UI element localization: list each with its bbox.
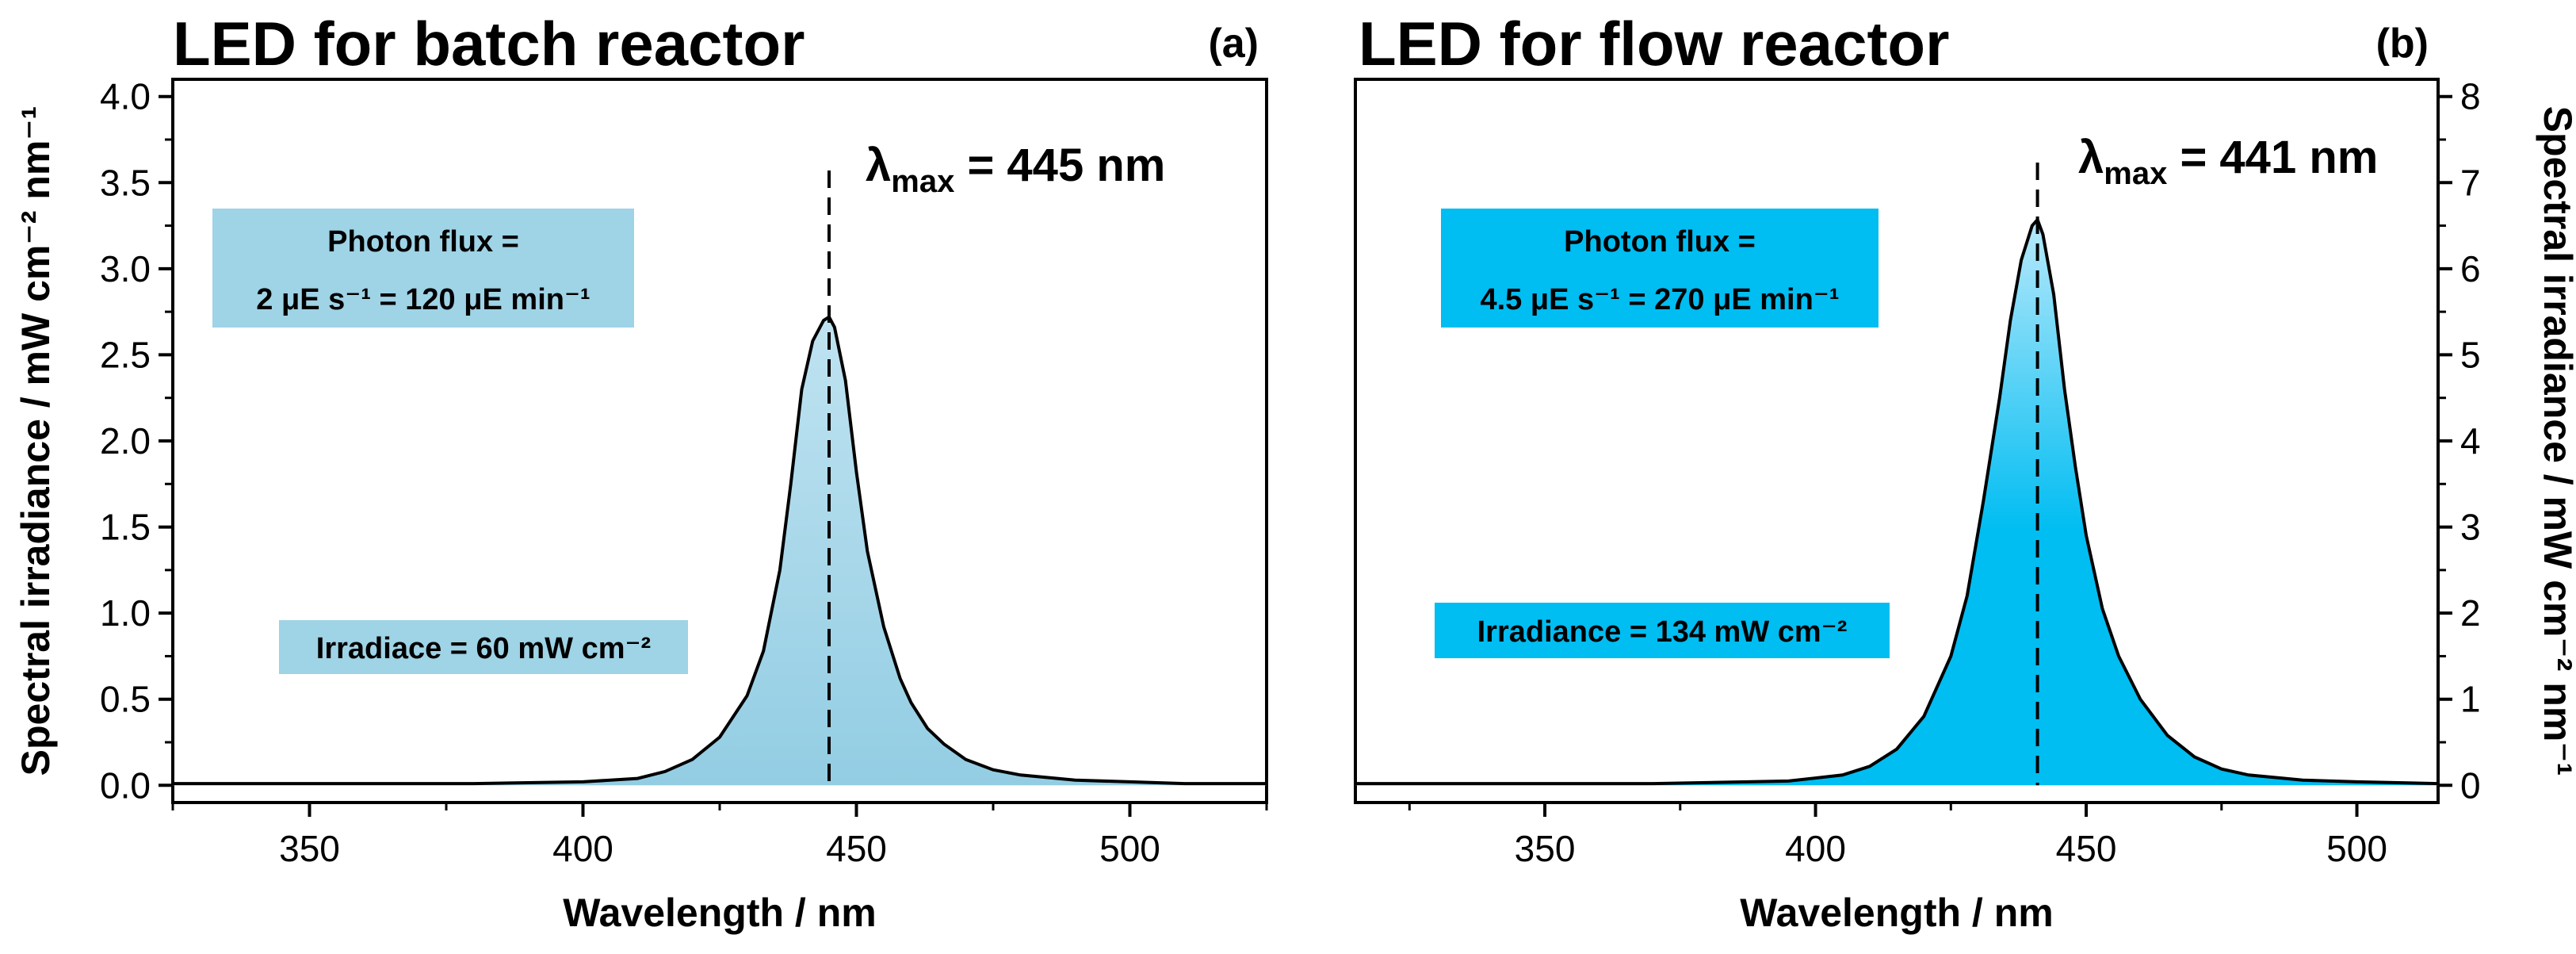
x-tick-label: 500 — [1099, 828, 1160, 869]
x-tick-label: 350 — [279, 828, 340, 869]
panel-a-title: LED for batch reactor — [173, 9, 805, 79]
panel-a-y-axis-label: Spectral irradiance / mW cm⁻² nm⁻¹ — [13, 106, 58, 776]
y-tick-label: 3.5 — [100, 162, 151, 203]
panel-a-photon-flux-box — [212, 209, 634, 328]
y-tick-label: 1 — [2460, 679, 2481, 720]
x-tick-label: 400 — [552, 828, 613, 869]
x-tick-label: 350 — [1515, 828, 1576, 869]
x-tick-label: 450 — [826, 828, 887, 869]
panel-a-lambda-symbol: λ — [866, 140, 891, 191]
panel-b-photon-flux-box — [1441, 209, 1878, 328]
y-tick-label: 8 — [2460, 76, 2481, 117]
panel-a-spectrum-line — [173, 314, 1267, 786]
y-tick-label: 4 — [2460, 420, 2481, 462]
y-tick-label: 1.5 — [100, 507, 151, 548]
y-tick-label: 2 — [2460, 592, 2481, 634]
y-tick-label: 2.0 — [100, 420, 151, 462]
panel-a-photon-flux-line2: 2 μE s⁻¹ = 120 μE min⁻¹ — [256, 283, 590, 316]
panel-a-lambda-value: = 445 nm — [954, 140, 1165, 191]
panel-b-y-axis-label: Spectral irradiance / mW cm⁻² nm⁻¹ — [2536, 106, 2576, 776]
panel-a-photon-flux-line1: Photon flux = — [327, 225, 519, 259]
panel-b-y-ticks: 0 1 2 3 4 5 6 7 8 — [2438, 76, 2481, 806]
panel-b-label: (b) — [2376, 21, 2429, 67]
panel-b-frame — [1354, 78, 2440, 804]
x-tick-label: 400 — [1785, 828, 1846, 869]
panel-b-photon-flux-line1: Photon flux = — [1564, 225, 1756, 259]
panel-b-spectrum-line — [1355, 216, 2439, 786]
y-tick-label: 6 — [2460, 248, 2481, 289]
panel-a-irradiance-text: Irradiace = 60 mW cm⁻² — [316, 632, 651, 665]
panel-b-lambda-max-label: λmax = 441 nm — [2078, 132, 2378, 191]
panel-a: LED for batch reactor (a) 0.0 0.5 1.0 1.5 2.… — [13, 9, 1268, 935]
y-tick-label: 0 — [2460, 764, 2481, 806]
panel-a-x-axis-label: Wavelength / nm — [563, 891, 876, 935]
panel-b-x-ticks: 350 400 450 500 — [1408, 803, 2387, 869]
panel-b-irradiance-box — [1435, 603, 1890, 658]
panel-b-lambda-sub: max — [2104, 156, 2167, 191]
panel-a-y-ticks: 0.0 0.5 1.0 1.5 2.0 2.5 3.0 3.5 4.0 — [100, 76, 173, 806]
panel-b-title: LED for flow reactor — [1359, 9, 1949, 79]
y-tick-label: 3 — [2460, 507, 2481, 548]
y-tick-label: 3.0 — [100, 248, 151, 289]
panel-a-label: (a) — [1208, 21, 1259, 67]
panel-a-spectrum-fill — [173, 316, 1267, 786]
y-tick-label: 5 — [2460, 334, 2481, 375]
panel-a-irradiance-box — [279, 620, 688, 674]
x-tick-label: 500 — [2326, 828, 2387, 869]
y-tick-label: 1.0 — [100, 592, 151, 634]
panel-b-lambda-symbol: λ — [2078, 132, 2104, 183]
panel-b-irradiance-text: Irradiance = 134 mW cm⁻² — [1477, 615, 1848, 649]
y-tick-label: 7 — [2460, 162, 2481, 203]
panel-a-lambda-max-label: λmax = 445 nm — [866, 140, 1165, 199]
panel-a-lambda-sub: max — [891, 164, 954, 199]
x-tick-label: 450 — [2056, 828, 2117, 869]
y-tick-label: 0.5 — [100, 679, 151, 720]
y-tick-label: 4.0 — [100, 76, 151, 117]
panel-b-x-axis-label: Wavelength / nm — [1740, 891, 2053, 935]
panel-b: LED for flow reactor (b) 0 1 2 3 4 5 6 7 8 350 40… — [1354, 9, 2576, 935]
panel-b-photon-flux-line2: 4.5 μE s⁻¹ = 270 μE min⁻¹ — [1480, 283, 1839, 316]
y-tick-label: 2.5 — [100, 334, 151, 375]
y-tick-label: 0.0 — [100, 764, 151, 806]
panel-a-x-ticks: 350 400 450 500 — [171, 803, 1268, 869]
panel-b-lambda-value: = 441 nm — [2167, 132, 2378, 183]
